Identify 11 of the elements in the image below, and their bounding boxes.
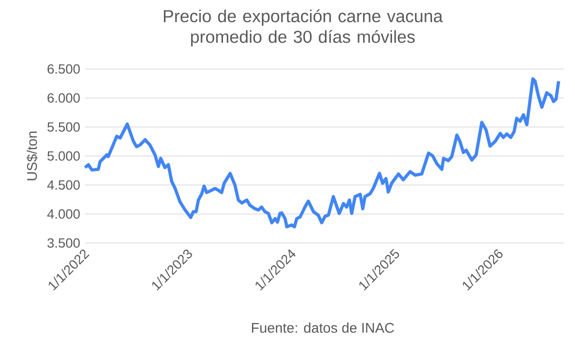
source-note: Fuente: datos de INAC (252, 322, 394, 333)
y-tick-label: 5.000 (47, 151, 80, 161)
y-tick-label: 6.500 (48, 64, 80, 74)
chart-title: Precio de exportación carne vacuna promedio de 30 días móviles (164, 9, 443, 46)
y-tick-label: 4.500 (47, 180, 80, 190)
y-tick-label: 6.000 (48, 93, 80, 103)
line-series (83, 77, 560, 228)
y-axis-title: US$/ton (26, 132, 38, 180)
y-tick-label: 3.500 (47, 238, 80, 248)
y-tick-label: 5.500 (47, 122, 80, 132)
y-tick-label: 4.000 (47, 209, 80, 219)
